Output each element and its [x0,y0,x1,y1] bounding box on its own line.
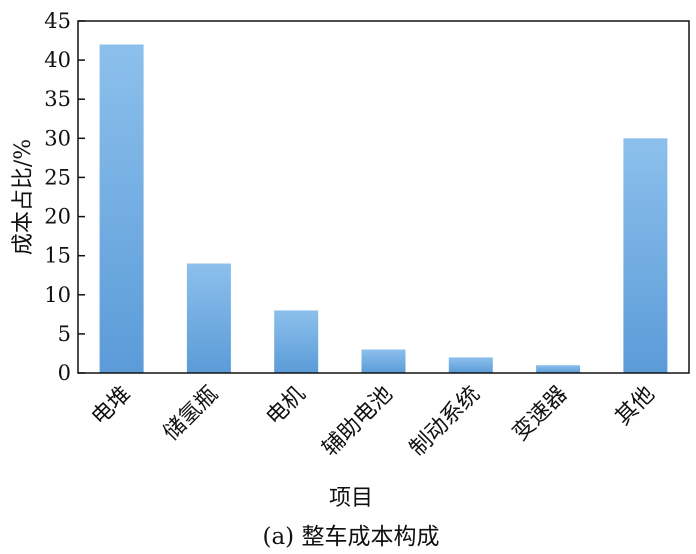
bar-2 [186,263,231,373]
y-axis-ticks [78,20,85,374]
bar-7 [623,138,668,373]
y-tick-label: 10 [44,283,71,307]
y-tick-label: 40 [44,48,71,72]
x-tick-label: 辅助电池 [318,382,398,462]
plot-area-frame [77,20,690,374]
x-tick-label: 电堆 [87,382,136,431]
y-tick-label: 20 [44,205,71,229]
x-tick-label: 电机 [262,382,311,431]
y-tick-label: 25 [44,165,71,189]
y-tick-label: 5 [58,322,71,346]
x-axis-tick-labels: 电堆 储氢瓶 电机 辅助电池 制动系统 变速器 其他 [87,382,660,462]
x-tick-label: 变速器 [508,382,572,446]
y-tick-label: 35 [44,87,71,111]
figure-caption: (a) 整车成本构成 [263,524,440,550]
y-tick-label: 0 [58,361,71,385]
y-axis-tick-labels: 0 5 10 15 20 25 30 35 40 45 [44,9,71,385]
bar-6 [536,365,581,373]
y-tick-label: 30 [44,126,71,150]
y-axis-title: 成本占比/% [11,139,36,255]
x-axis-title: 项目 [329,486,373,511]
bars [99,44,668,373]
bar-4 [361,349,406,373]
y-tick-label: 45 [44,9,71,33]
bar-5 [448,357,493,373]
y-tick-label: 15 [44,244,71,268]
bar-1 [99,44,144,373]
x-tick-label: 储氢瓶 [159,382,223,446]
x-tick-label: 其他 [611,382,660,431]
x-tick-label: 制动系统 [405,382,485,462]
bar-3 [274,310,319,373]
